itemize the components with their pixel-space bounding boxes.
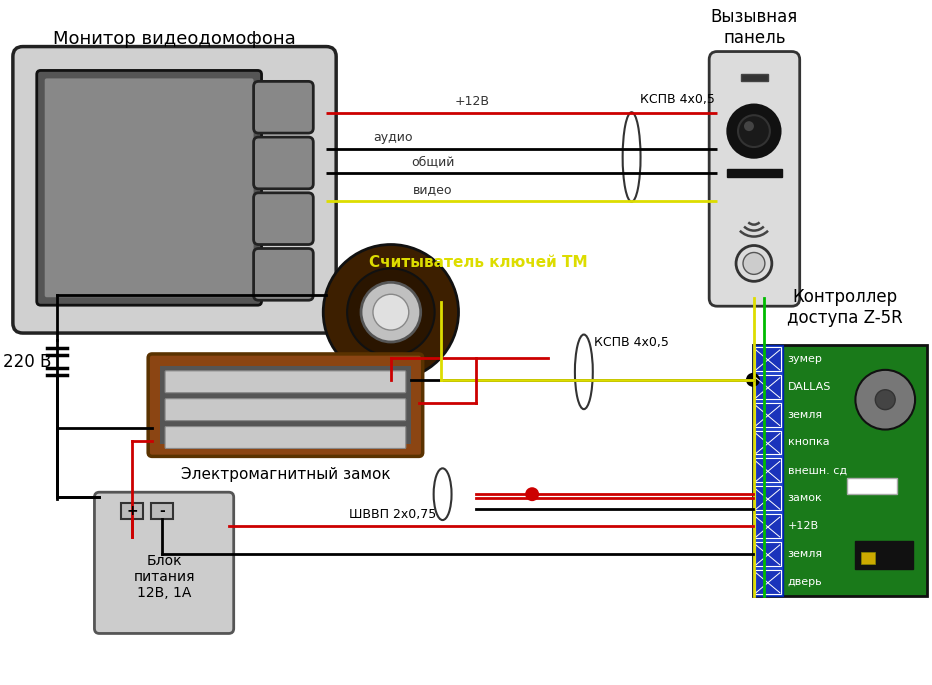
Bar xyxy=(755,486,781,510)
Bar xyxy=(861,552,875,564)
Text: Считыватель ключей ТМ: Считыватель ключей ТМ xyxy=(369,255,588,270)
FancyBboxPatch shape xyxy=(13,47,336,333)
Text: Контроллер
доступа Z-5R: Контроллер доступа Z-5R xyxy=(788,288,903,327)
Circle shape xyxy=(385,358,397,370)
FancyBboxPatch shape xyxy=(94,493,234,634)
Text: КСПВ 4х0,5: КСПВ 4х0,5 xyxy=(594,336,668,349)
Bar xyxy=(753,345,927,596)
Text: +12В: +12В xyxy=(455,95,490,108)
Circle shape xyxy=(743,253,765,275)
Text: видео: видео xyxy=(413,183,452,196)
Bar xyxy=(151,503,173,519)
Circle shape xyxy=(373,295,409,330)
FancyBboxPatch shape xyxy=(165,399,405,421)
FancyBboxPatch shape xyxy=(254,249,313,300)
FancyBboxPatch shape xyxy=(160,366,411,445)
Text: DALLAS: DALLAS xyxy=(788,382,831,392)
Text: ШВВП 2х0,75: ШВВП 2х0,75 xyxy=(350,508,436,521)
Circle shape xyxy=(875,390,896,410)
Bar xyxy=(856,541,913,569)
Text: земля: земля xyxy=(788,410,823,420)
Text: Блок
питания
12В, 1А: Блок питания 12В, 1А xyxy=(133,553,195,600)
Text: дверь: дверь xyxy=(788,577,822,587)
Circle shape xyxy=(738,115,770,147)
Bar xyxy=(755,403,781,427)
Text: аудио: аудио xyxy=(373,131,413,144)
Bar xyxy=(121,503,144,519)
FancyBboxPatch shape xyxy=(36,71,262,306)
Text: КСПВ 4х0,5: КСПВ 4х0,5 xyxy=(639,92,715,105)
Bar xyxy=(755,375,781,399)
Text: общий: общий xyxy=(411,155,454,168)
Bar xyxy=(741,75,768,82)
FancyBboxPatch shape xyxy=(254,82,313,133)
Bar xyxy=(727,169,782,177)
Text: земля: земля xyxy=(788,549,823,559)
Text: кнопка: кнопка xyxy=(788,438,829,447)
Circle shape xyxy=(856,370,915,429)
Bar xyxy=(755,431,781,454)
Text: Монитор видеодомофона: Монитор видеодомофона xyxy=(53,29,295,48)
Text: зумер: зумер xyxy=(788,354,823,364)
Circle shape xyxy=(361,282,420,342)
Text: -: - xyxy=(159,504,165,518)
FancyBboxPatch shape xyxy=(45,78,254,297)
Text: внешн. сд: внешн. сд xyxy=(788,465,847,475)
Text: Электромагнитный замок: Электромагнитный замок xyxy=(181,466,391,482)
Text: 220 В: 220 В xyxy=(3,353,51,371)
Circle shape xyxy=(525,487,539,501)
Circle shape xyxy=(323,245,459,379)
FancyBboxPatch shape xyxy=(148,354,423,456)
Circle shape xyxy=(746,373,760,387)
Text: Вызывная
панель: Вызывная панель xyxy=(711,8,798,47)
Bar xyxy=(755,514,781,538)
Text: замок: замок xyxy=(788,493,823,503)
Bar xyxy=(755,458,781,482)
Text: +12В: +12В xyxy=(788,521,819,531)
Text: +: + xyxy=(127,504,138,518)
Bar xyxy=(753,345,783,596)
Bar xyxy=(847,478,898,494)
Bar xyxy=(755,347,781,371)
Circle shape xyxy=(347,269,434,356)
Circle shape xyxy=(736,245,772,282)
Bar xyxy=(755,570,781,594)
FancyBboxPatch shape xyxy=(709,51,800,306)
Circle shape xyxy=(728,105,780,157)
FancyBboxPatch shape xyxy=(254,137,313,189)
Circle shape xyxy=(744,121,754,131)
FancyBboxPatch shape xyxy=(165,427,405,449)
FancyBboxPatch shape xyxy=(165,371,405,393)
Bar xyxy=(755,542,781,566)
FancyBboxPatch shape xyxy=(254,192,313,245)
